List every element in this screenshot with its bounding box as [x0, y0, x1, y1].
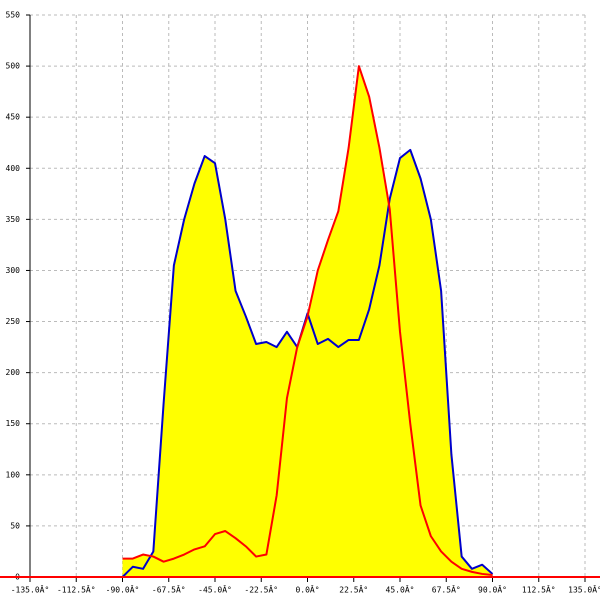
x-tick-label: -90.0Â° [106, 584, 140, 595]
y-tick-label: 150 [6, 419, 21, 428]
y-tick-label: 50 [10, 521, 20, 530]
x-tick-label: 22.5Â° [339, 584, 368, 595]
y-tick-label: 300 [6, 266, 21, 275]
x-tick-label: -22.5Â° [244, 584, 278, 595]
series-line [122, 65, 493, 576]
y-tick-label: 200 [6, 368, 21, 377]
y-tick-label: 350 [6, 215, 21, 224]
y-tick-label: 550 [6, 11, 21, 20]
x-tick-label: 90.0Â° [478, 584, 507, 595]
y-tick-label: 100 [6, 470, 21, 479]
y-tick-label: 500 [6, 62, 21, 71]
x-tick-label: 67.5Â° [432, 584, 461, 595]
x-tick-label: -135.0Â° [11, 584, 50, 595]
x-tick-label: 135.0Â° [568, 584, 600, 595]
y-tick-label: 450 [6, 113, 21, 122]
y-tick-label: 400 [6, 164, 21, 173]
y-tick-label: 250 [6, 317, 21, 326]
x-tick-label: 0.0Â° [295, 584, 319, 595]
x-tick-label: 112.5Â° [522, 584, 556, 595]
area-fill [122, 66, 493, 577]
x-tick-label: -112.5Â° [57, 584, 96, 595]
x-tick-label: -45.0Â° [198, 584, 232, 595]
x-tick-label: 45.0Â° [386, 584, 415, 595]
x-tick-label: -67.5Â° [152, 584, 186, 595]
